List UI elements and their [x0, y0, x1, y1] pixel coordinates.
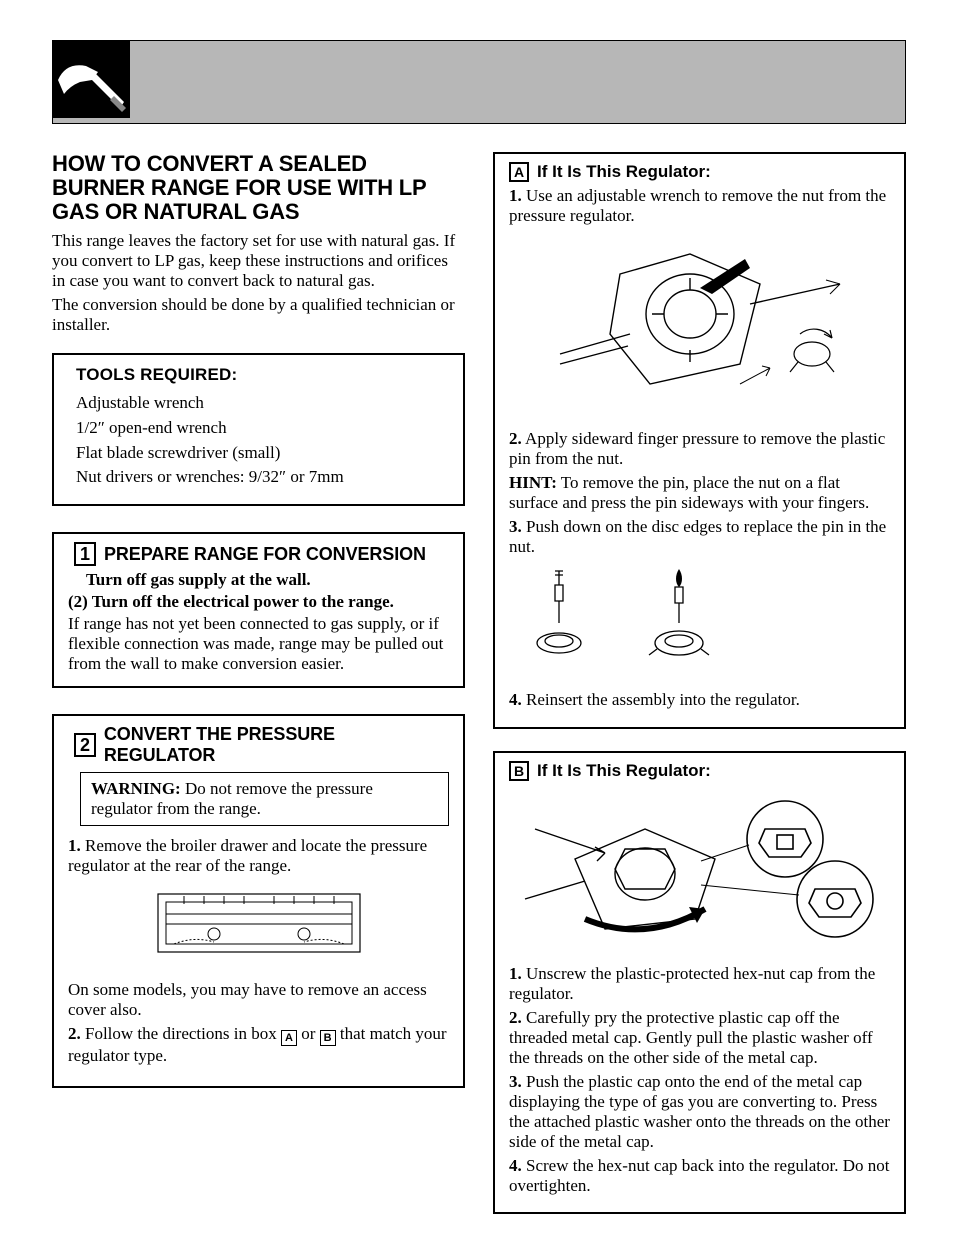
step2-p1: 1. Remove the broiler drawer and locate … — [68, 836, 449, 876]
tool-item: Flat blade screwdriver (small) — [76, 441, 447, 466]
inline-badge-b: B — [320, 1030, 336, 1046]
main-columns: HOW TO CONVERT A SEALED BURNER RANGE FOR… — [52, 152, 906, 1214]
regulator-a-box: A If It Is This Regulator: 1. Use an adj… — [493, 152, 906, 729]
left-column: HOW TO CONVERT A SEALED BURNER RANGE FOR… — [52, 152, 465, 1088]
regA-heading: A If It Is This Regulator: — [509, 162, 890, 182]
step1-line2: (2) Turn off the electrical power to the… — [68, 592, 449, 612]
regA-hint: HINT: To remove the pin, place the nut o… — [509, 473, 890, 513]
tools-box: TOOLS REQUIRED: Adjustable wrench 1/2″ o… — [52, 353, 465, 506]
warning-label: WARNING: — [91, 779, 181, 798]
step2-box: 2 CONVERT THE PRESSURE REGULATOR WARNING… — [52, 714, 465, 1088]
intro-p1: This range leaves the factory set for us… — [52, 231, 465, 291]
regA-title: If It Is This Regulator: — [537, 162, 711, 182]
regA-body: 1. Use an adjustable wrench to remove th… — [509, 186, 890, 711]
regulator-b-figure — [509, 789, 890, 954]
regB-title: If It Is This Regulator: — [537, 761, 711, 781]
intro-block: This range leaves the factory set for us… — [52, 231, 465, 335]
intro-p2: The conversion should be done by a quali… — [52, 295, 465, 335]
regulator-a-figure-2 — [509, 565, 890, 680]
letter-badge-b: B — [509, 761, 529, 781]
regB-body: 1. Unscrew the plastic-protected hex-nut… — [509, 964, 890, 1197]
inline-badge-a: A — [281, 1030, 297, 1046]
regB-p3: 3. Push the plastic cap onto the end of … — [509, 1072, 890, 1152]
regulator-a-figure-1 — [509, 234, 890, 419]
step1-line1: Turn off gas supply at the wall. — [68, 570, 449, 590]
regulator-b-box: B If It Is This Regulator: — [493, 751, 906, 1215]
regB-p2: 2. Carefully pry the protective plastic … — [509, 1008, 890, 1068]
step2-p2: On some models, you may have to remove a… — [68, 980, 449, 1020]
page-title: HOW TO CONVERT A SEALED BURNER RANGE FOR… — [52, 152, 465, 223]
tool-item: Adjustable wrench — [76, 391, 447, 416]
regB-p1: 1. Unscrew the plastic-protected hex-nut… — [509, 964, 890, 1004]
regB-heading: B If It Is This Regulator: — [509, 761, 890, 781]
regA-p3: 3. Push down on the disc edges to replac… — [509, 517, 890, 557]
tool-item: 1/2″ open-end wrench — [76, 416, 447, 441]
regA-p2: 2. Apply sideward finger pressure to rem… — [509, 429, 890, 469]
regB-p4: 4. Screw the hex-nut cap back into the r… — [509, 1156, 890, 1196]
step-number-badge: 1 — [74, 542, 96, 566]
tools-heading: TOOLS REQUIRED: — [76, 365, 447, 385]
step2-title: CONVERT THE PRESSURE REGULATOR — [104, 724, 449, 766]
tool-item: Nut drivers or wrenches: 9/32″ or 7mm — [76, 465, 447, 490]
letter-badge-a: A — [509, 162, 529, 182]
step2-heading: 2 CONVERT THE PRESSURE REGULATOR — [68, 724, 449, 766]
step1-title: PREPARE RANGE FOR CONVERSION — [104, 544, 426, 565]
header-band — [52, 40, 906, 124]
broiler-drawer-figure — [68, 884, 449, 969]
screwdriver-hand-icon — [52, 40, 130, 118]
step-number-badge: 2 — [74, 733, 96, 757]
warning-box: WARNING: Do not remove the pressure regu… — [80, 772, 449, 826]
regA-p4: 4. Reinsert the assembly into the regula… — [509, 690, 890, 710]
step2-body: 1. Remove the broiler drawer and locate … — [68, 836, 449, 1066]
regA-p1: 1. Use an adjustable wrench to remove th… — [509, 186, 890, 226]
step1-box: 1 PREPARE RANGE FOR CONVERSION Turn off … — [52, 532, 465, 688]
tools-list: Adjustable wrench 1/2″ open-end wrench F… — [76, 391, 447, 490]
right-column: A If It Is This Regulator: 1. Use an adj… — [493, 152, 906, 1214]
step1-heading: 1 PREPARE RANGE FOR CONVERSION — [68, 542, 449, 566]
step1-body: Turn off gas supply at the wall. (2) Tur… — [68, 570, 449, 674]
step2-p3: 2. Follow the directions in box A or B t… — [68, 1024, 449, 1067]
step1-para: If range has not yet been connected to g… — [68, 614, 449, 674]
